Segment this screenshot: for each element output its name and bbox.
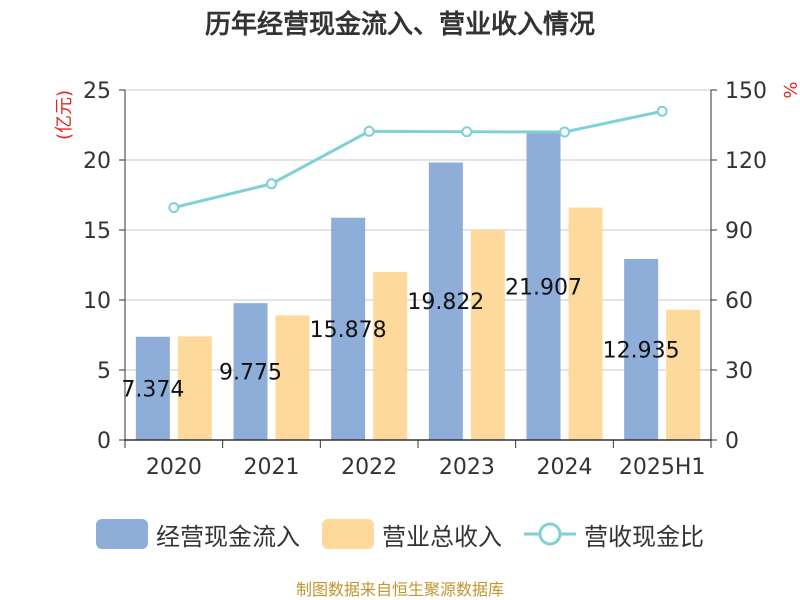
- data-label-cashflow-2022: 15.878: [310, 318, 387, 343]
- data-label-cashflow-2021: 9.775: [219, 361, 282, 386]
- y-tick-label: 20: [83, 149, 111, 174]
- point-ratio-2025H1[interactable]: [656, 105, 668, 117]
- x-tick-label: 2025H1: [619, 455, 706, 480]
- point-ratio-2024[interactable]: [559, 126, 570, 138]
- y-axis-unit: (亿元): [54, 90, 75, 140]
- legend-label-ratio: 营收现金比: [584, 522, 704, 551]
- y2-tick-label: 60: [725, 289, 753, 314]
- x-tick-label: 2022: [341, 455, 397, 480]
- data-label-cashflow-2023: 19.822: [407, 290, 484, 315]
- bar-cashflow-2022[interactable]: [331, 217, 366, 440]
- x-tick-label: 2020: [146, 455, 202, 480]
- x-tick-label: 2021: [244, 455, 300, 480]
- y2-tick-label: 0: [725, 429, 739, 454]
- bar-cashflow-2025H1[interactable]: [624, 258, 659, 440]
- bar-revenue-2022[interactable]: [373, 272, 408, 440]
- y-tick-label: 10: [83, 289, 111, 314]
- point-ratio-2023[interactable]: [461, 126, 473, 138]
- bar-revenue-2024[interactable]: [568, 207, 603, 440]
- y2-tick-label: 120: [725, 149, 767, 174]
- legend: 经营现金流入 营业总收入 营收现金比: [0, 512, 800, 556]
- legend-swatch-ratio: [524, 522, 576, 546]
- y2-tick-label: 150: [725, 79, 767, 104]
- bar-revenue-2021[interactable]: [275, 315, 310, 440]
- y-tick-label: 15: [83, 219, 111, 244]
- legend-swatch-cashflow: [96, 519, 148, 549]
- bar-cashflow-2021[interactable]: [233, 303, 268, 440]
- bar-cashflow-2020[interactable]: [135, 336, 170, 440]
- chart-title: 历年经营现金流入、营业收入情况: [204, 10, 595, 40]
- data-label-cashflow-2025H1: 12.935: [603, 338, 680, 363]
- bar-revenue-2023[interactable]: [470, 230, 505, 440]
- bar-revenue-2025H1[interactable]: [666, 309, 701, 440]
- y2-tick-label: 30: [725, 359, 753, 384]
- source-note: 制图数据来自恒生聚源数据库: [295, 580, 504, 599]
- legend-item-ratio[interactable]: 营收现金比: [524, 517, 704, 552]
- legend-item-revenue[interactable]: 营业总收入: [322, 517, 502, 552]
- point-ratio-2022[interactable]: [363, 125, 375, 137]
- legend-label-cashflow: 经营现金流入: [156, 522, 300, 551]
- line-ratio: [173, 109, 663, 210]
- legend-label-revenue: 营业总收入: [382, 522, 502, 551]
- y-tick-label: 5: [97, 359, 111, 384]
- bar-cashflow-2024[interactable]: [526, 133, 561, 440]
- data-label-cashflow-2020: 7.374: [121, 377, 184, 402]
- x-tick-label: 2023: [439, 455, 495, 480]
- y-tick-label: 25: [83, 79, 111, 104]
- y-tick-label: 0: [97, 429, 111, 454]
- point-ratio-2021[interactable]: [266, 178, 277, 190]
- bar-revenue-2020[interactable]: [177, 336, 212, 440]
- legend-swatch-revenue: [322, 519, 374, 549]
- x-tick-label: 2024: [537, 455, 593, 480]
- bar-cashflow-2023[interactable]: [428, 162, 463, 440]
- point-ratio-2020[interactable]: [168, 202, 180, 214]
- y2-axis-unit: %: [779, 81, 800, 98]
- legend-item-cashflow[interactable]: 经营现金流入: [96, 517, 300, 552]
- y2-tick-label: 90: [725, 219, 753, 244]
- data-label-cashflow-2024: 21.907: [505, 276, 582, 301]
